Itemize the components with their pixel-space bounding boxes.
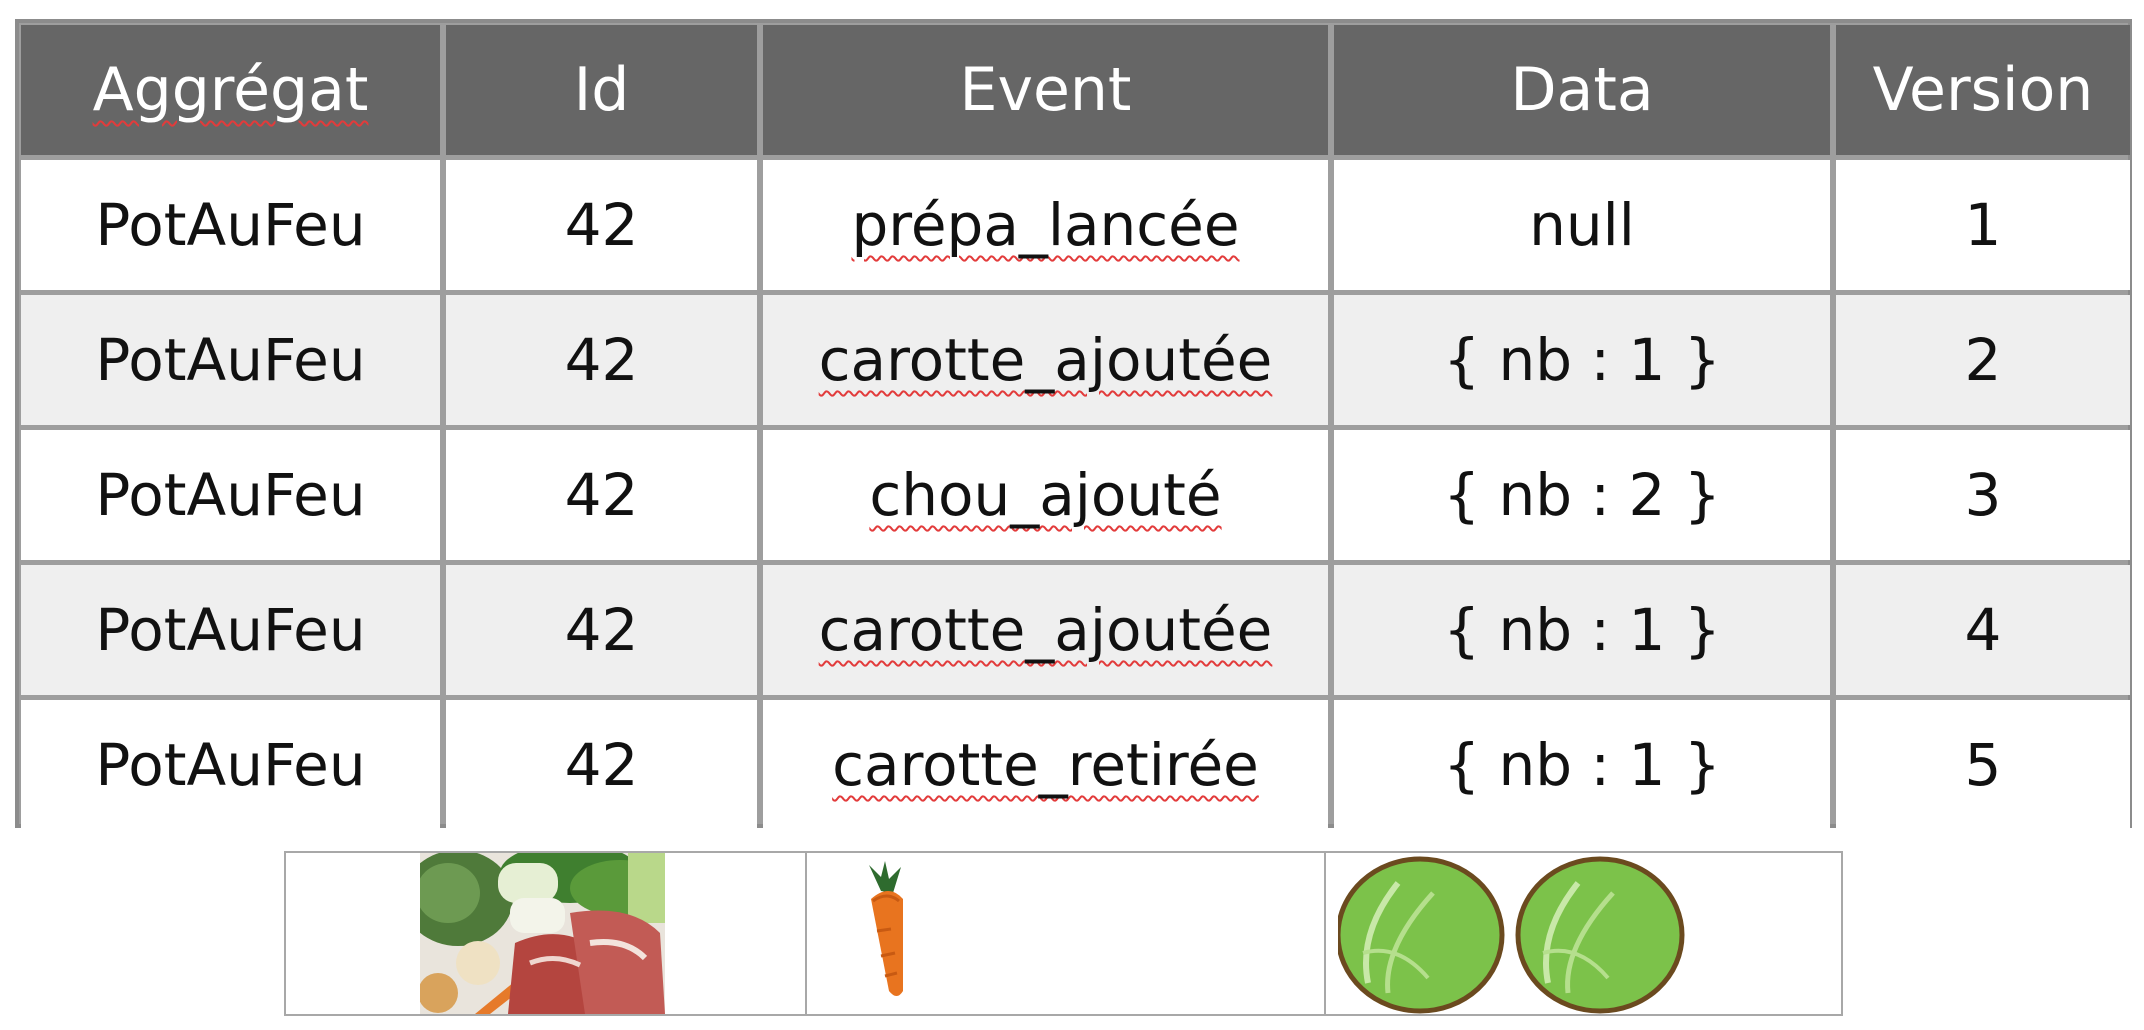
cell-data: { nb : 1 } (1334, 565, 1830, 695)
event-label: chou_ajouté (869, 461, 1222, 529)
cell-event: chou_ajouté (763, 430, 1328, 560)
header-id-label: Id (573, 55, 630, 125)
pot-au-feu-ingredients-photo (420, 853, 665, 1014)
event-label: carotte_ajoutée (818, 596, 1273, 664)
cell-data: null (1334, 160, 1830, 290)
cell-event: carotte_retirée (763, 700, 1328, 830)
cell-aggregat: PotAuFeu (21, 430, 440, 560)
cell-version: 5 (1836, 700, 2130, 830)
cell-version: 4 (1836, 565, 2130, 695)
cell-data: { nb : 1 } (1334, 700, 1830, 830)
cell-id: 42 (446, 700, 757, 830)
panel-pot-au-feu (286, 853, 805, 1014)
cell-event: carotte_ajoutée (763, 295, 1328, 425)
cell-aggregat: PotAuFeu (21, 160, 440, 290)
cell-version: 2 (1836, 295, 2130, 425)
carrot-icon (869, 861, 903, 996)
cell-version: 1 (1836, 160, 2130, 290)
panel-carrot (805, 853, 1324, 1014)
cell-aggregat: PotAuFeu (21, 295, 440, 425)
event-label: carotte_retirée (832, 731, 1259, 799)
cell-version: 3 (1836, 430, 2130, 560)
cell-id: 42 (446, 295, 757, 425)
cabbage-icon (1338, 856, 1505, 1014)
header-event: Event (763, 25, 1328, 155)
panel-cabbages (1324, 853, 1841, 1014)
header-version: Version (1836, 25, 2130, 155)
cell-data: { nb : 2 } (1334, 430, 1830, 560)
cabbages-illustration (1338, 856, 1685, 1014)
cell-event: carotte_ajoutée (763, 565, 1328, 695)
event-label: carotte_ajoutée (818, 326, 1273, 394)
cell-event: prépa_lancée (763, 160, 1328, 290)
header-event-label: Event (959, 55, 1132, 125)
cell-id: 42 (446, 565, 757, 695)
cabbage-icon (1515, 856, 1685, 1014)
header-data-label: Data (1510, 55, 1654, 125)
cell-id: 42 (446, 160, 757, 290)
header-version-label: Version (1872, 55, 2094, 125)
header-data: Data (1334, 25, 1830, 155)
event-store-table: Aggrégat Id Event Data Version PotAuFeu … (15, 19, 2132, 830)
cell-data: { nb : 1 } (1334, 295, 1830, 425)
header-aggregat: Aggrégat (21, 25, 440, 155)
cell-aggregat: PotAuFeu (21, 565, 440, 695)
cell-aggregat: PotAuFeu (21, 700, 440, 830)
ingredients-strip (284, 851, 1843, 1016)
header-aggregat-label: Aggrégat (92, 55, 369, 125)
event-label: prépa_lancée (851, 191, 1240, 259)
header-id: Id (446, 25, 757, 155)
cell-id: 42 (446, 430, 757, 560)
